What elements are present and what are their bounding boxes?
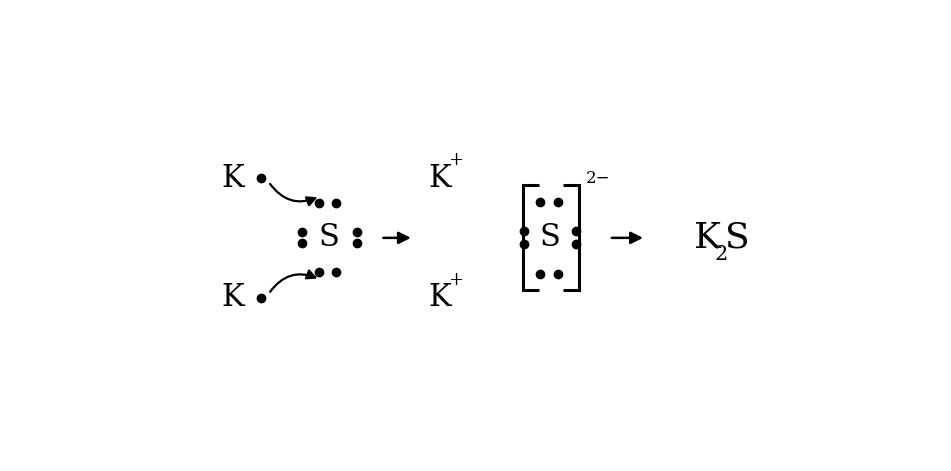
Text: +: + (448, 151, 463, 169)
Text: 2−: 2− (586, 170, 610, 187)
Text: K: K (428, 282, 451, 313)
Text: S: S (726, 221, 750, 255)
Text: K: K (694, 221, 721, 255)
Text: K: K (428, 162, 451, 194)
Text: +: + (448, 270, 463, 289)
Text: S: S (319, 222, 340, 253)
Text: S: S (539, 222, 560, 253)
Text: K: K (222, 282, 244, 313)
Text: K: K (222, 162, 244, 194)
Text: 2: 2 (714, 244, 728, 264)
